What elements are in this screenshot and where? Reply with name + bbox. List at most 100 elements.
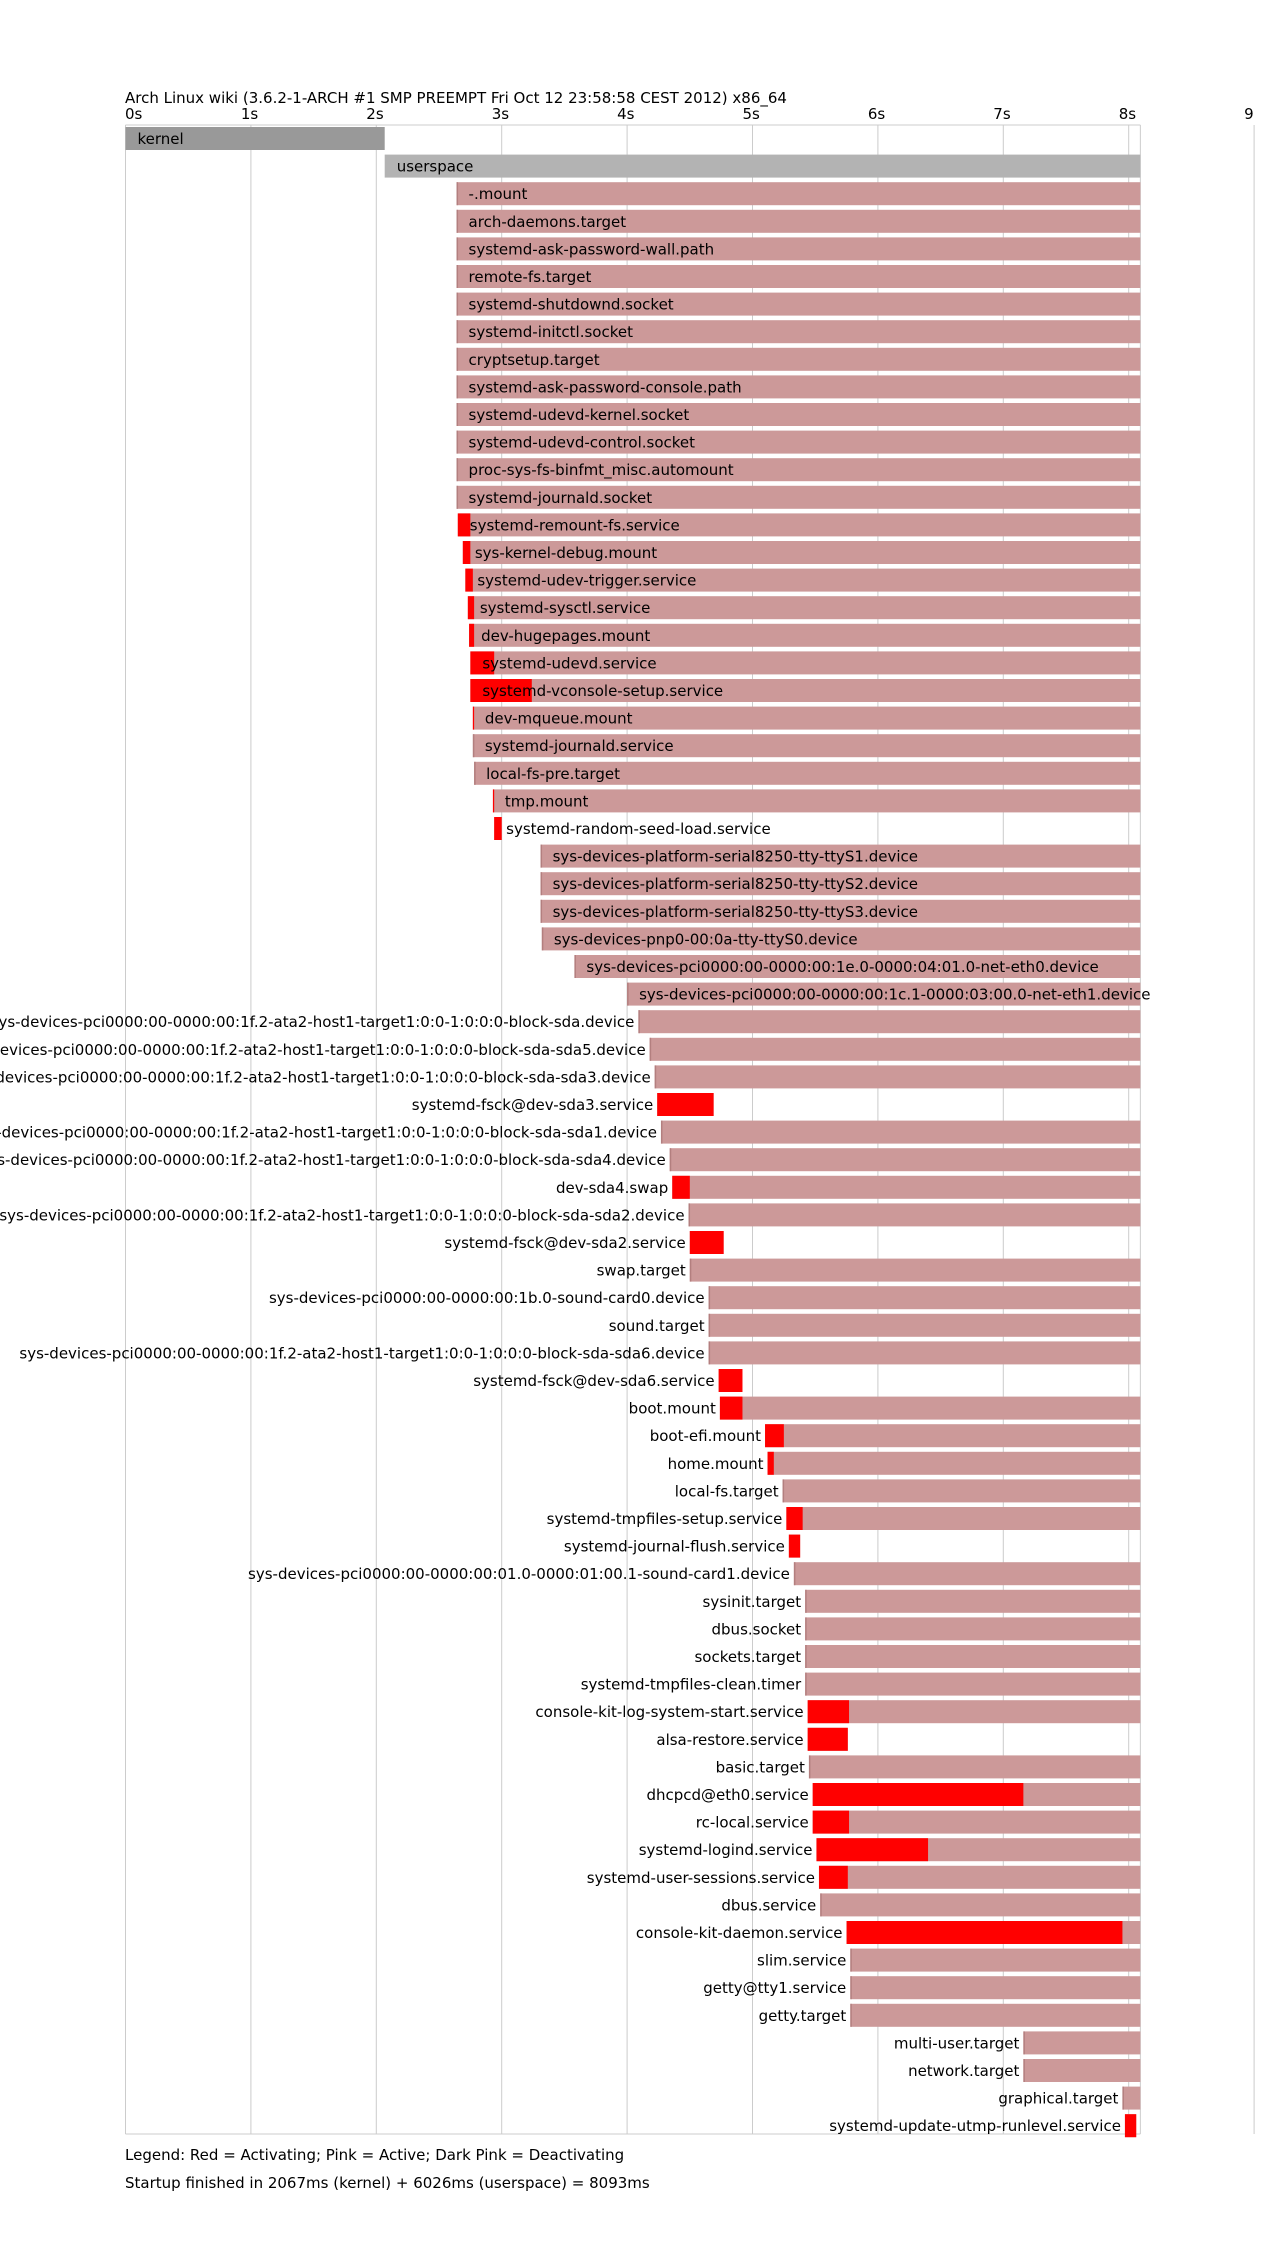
- activating-bar: [689, 1231, 724, 1254]
- unit-label: local-fs.target: [675, 1482, 779, 1500]
- unit-row: sound.target: [609, 1313, 1141, 1337]
- active-bar: [805, 1645, 1141, 1668]
- unit-label: home.mount: [668, 1455, 764, 1473]
- active-bar: [456, 320, 1141, 344]
- unit-row: graphical.target: [998, 2086, 1141, 2110]
- unit-row: systemd-user-sessions.service: [587, 1865, 1141, 1889]
- unit-label: sys-devices-platform-serial8250-tty-ttyS…: [553, 903, 918, 921]
- unit-row: systemd-random-seed-load.service: [494, 817, 771, 840]
- active-bar: [1122, 2086, 1141, 2110]
- unit-row: cryptsetup.target: [456, 347, 1141, 371]
- active-bar: [456, 430, 1141, 454]
- unit-row: sys-devices-pci0000:00-0000:00:1f.2-ata2…: [0, 1065, 1141, 1089]
- unit-row: console-kit-log-system-start.service: [535, 1700, 1141, 1724]
- active-bar: [669, 1148, 1141, 1172]
- unit-label: systemd-logind.service: [639, 1841, 813, 1859]
- unit-label: console-kit-daemon.service: [636, 1924, 843, 1942]
- active-bar: [492, 789, 1141, 813]
- unit-row: systemd-udev-trigger.service: [465, 568, 1141, 592]
- active-bar: [474, 761, 1141, 785]
- start-marker: [654, 1065, 657, 1089]
- unit-row: sys-devices-pci0000:00-0000:00:1f.2-ata2…: [0, 1120, 1141, 1144]
- unit-row: sys-devices-platform-serial8250-tty-ttyS…: [540, 899, 1141, 923]
- start-marker: [708, 1341, 711, 1365]
- start-marker: [456, 237, 459, 261]
- active-bar: [812, 1810, 1141, 1834]
- activating-bar: [494, 817, 502, 840]
- active-bar: [456, 403, 1141, 426]
- active-bar: [767, 1451, 1141, 1475]
- unit-label: dbus.service: [721, 1896, 816, 1914]
- start-marker: [708, 1286, 711, 1310]
- unit-label: sys-devices-pci0000:00-0000:00:1f.2-ata2…: [0, 1041, 646, 1059]
- active-bar: [850, 1976, 1141, 2000]
- active-bar: [457, 513, 1141, 537]
- activating-bar: [846, 1921, 1123, 1944]
- unit-label: systemd-udev-trigger.service: [477, 572, 696, 590]
- unit-row: systemd-ask-password-console.path: [456, 375, 1141, 399]
- start-marker: [649, 1037, 652, 1061]
- start-marker: [660, 1120, 663, 1144]
- unit-label: slim.service: [757, 1952, 846, 1970]
- activating-bar: [465, 568, 473, 592]
- unit-row: alsa-restore.service: [656, 1727, 848, 1751]
- start-marker: [540, 872, 543, 896]
- start-marker: [456, 209, 459, 233]
- unit-label: sockets.target: [694, 1648, 801, 1666]
- start-marker: [793, 1562, 796, 1586]
- unit-row: systemd-udevd-kernel.socket: [456, 403, 1141, 426]
- start-marker: [850, 2003, 852, 2027]
- active-bar: [688, 1203, 1141, 1227]
- unit-row: systemd-tmpfiles-clean.timer: [581, 1672, 1141, 1696]
- unit-row: dhcpcd@eth0.service: [646, 1783, 1141, 1806]
- activating-bar: [470, 679, 532, 702]
- start-marker: [456, 430, 459, 454]
- active-bar: [793, 1562, 1141, 1586]
- unit-label: sys-devices-platform-serial8250-tty-ttyS…: [553, 848, 918, 866]
- active-bar: [540, 899, 1141, 923]
- start-marker: [456, 265, 459, 288]
- unit-row: getty.target: [759, 2003, 1141, 2027]
- unit-row: slim.service: [757, 1948, 1141, 1972]
- active-bar: [689, 1258, 1141, 1282]
- unit-label: tmp.mount: [505, 792, 589, 810]
- unit-label: sys-devices-pci0000:00-0000:00:1f.2-ata2…: [19, 1344, 704, 1362]
- unit-label: systemd-update-utmp-runlevel.service: [829, 2117, 1121, 2135]
- unit-label: dev-hugepages.mount: [481, 627, 650, 645]
- activating-bar: [462, 541, 471, 564]
- active-bar: [820, 1893, 1141, 1917]
- kernel-bar: [125, 127, 385, 150]
- active-bar: [456, 265, 1141, 288]
- unit-row: home.mount: [668, 1451, 1141, 1475]
- unit-row: systemd-initctl.socket: [456, 320, 1141, 344]
- unit-row: sys-devices-pci0000:00-0000:00:1b.0-soun…: [269, 1286, 1141, 1310]
- unit-row: boot-efi.mount: [650, 1424, 1141, 1448]
- active-bar: [708, 1341, 1141, 1365]
- activating-bar: [807, 1700, 850, 1724]
- unit-row: getty@tty1.service: [703, 1976, 1141, 2000]
- x-tick-label: 5s: [743, 105, 761, 123]
- active-bar: [850, 2003, 1141, 2027]
- unit-label: systemd-fsck@dev-sda3.service: [412, 1096, 653, 1114]
- unit-row: sys-devices-platform-serial8250-tty-ttyS…: [540, 844, 1141, 868]
- unit-row: dev-hugepages.mount: [469, 623, 1141, 647]
- active-bar: [456, 485, 1141, 509]
- active-bar: [638, 1010, 1141, 1034]
- x-tick-label: 6s: [868, 105, 886, 123]
- userspace-bar: [384, 154, 1141, 178]
- unit-label: sound.target: [609, 1317, 705, 1335]
- unit-label: sys-devices-pci0000:00-0000:00:1f.2-ata2…: [0, 1068, 651, 1086]
- active-bar: [708, 1286, 1141, 1310]
- unit-label: sys-devices-pci0000:00-0000:00:1f.2-ata2…: [0, 1013, 634, 1031]
- active-bar: [786, 1507, 1141, 1530]
- unit-row: systemd-remount-fs.service: [457, 513, 1141, 537]
- unit-row: systemd-update-utmp-runlevel.service: [829, 2114, 1137, 2138]
- x-tick-label: 1s: [241, 105, 259, 123]
- unit-label: systemd-random-seed-load.service: [506, 820, 771, 838]
- unit-row: systemd-journald.service: [472, 734, 1141, 758]
- unit-label: systemd-initctl.socket: [469, 323, 634, 341]
- x-tick-label: 4s: [617, 105, 635, 123]
- unit-row: sys-devices-pci0000:00-0000:00:1f.2-ata2…: [0, 1010, 1141, 1034]
- unit-row: sys-devices-pci0000:00-0000:00:1e.0-0000…: [574, 955, 1141, 978]
